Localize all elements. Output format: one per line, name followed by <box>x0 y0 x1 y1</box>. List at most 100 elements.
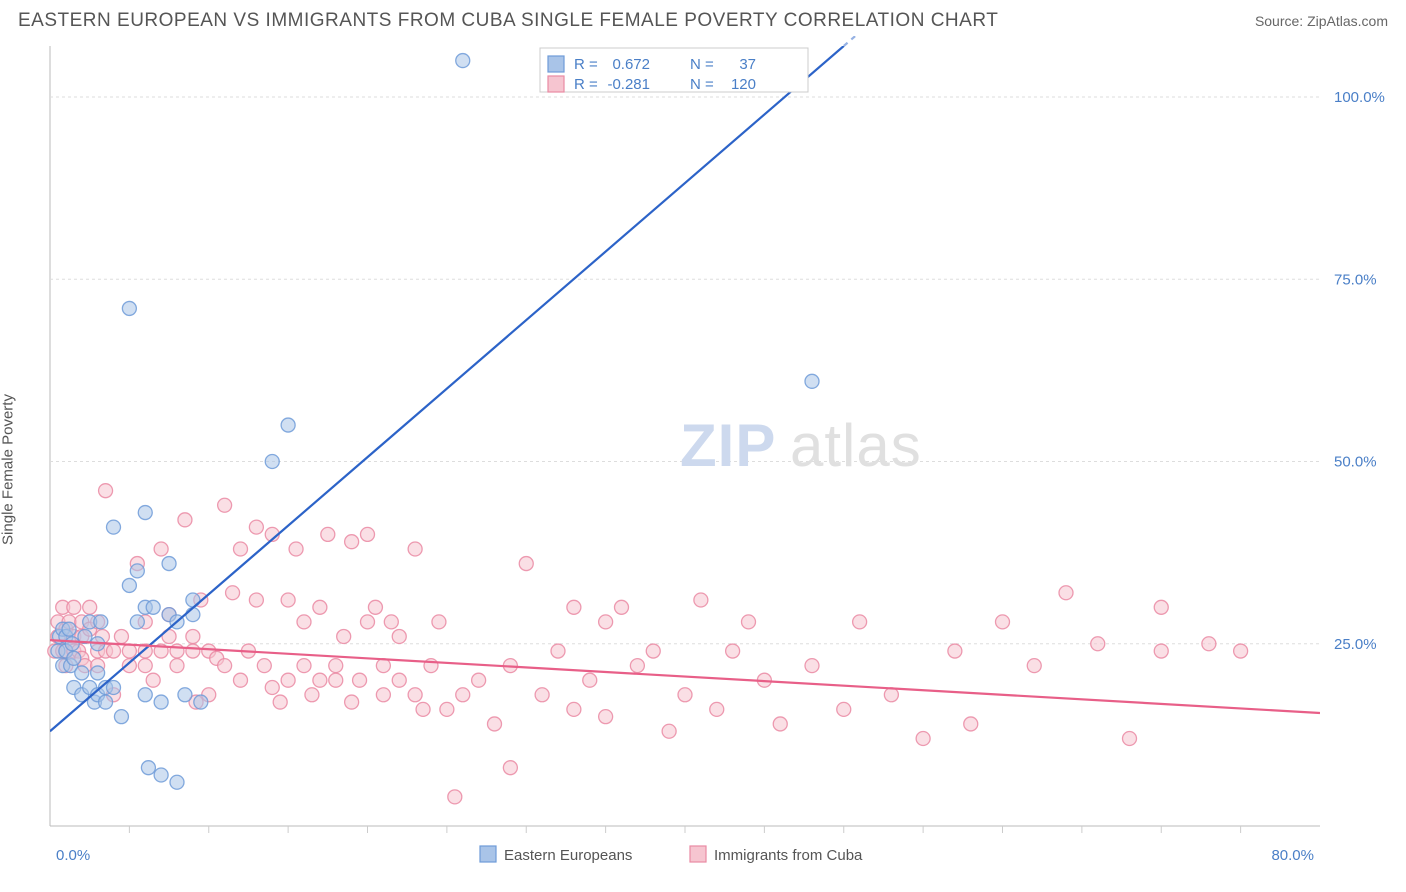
legend-series-label: Eastern Europeans <box>504 847 632 864</box>
data-point <box>646 644 660 658</box>
legend-r-label: R = <box>574 76 598 93</box>
data-point <box>456 688 470 702</box>
data-point <box>551 644 565 658</box>
data-point <box>65 637 79 651</box>
data-point <box>170 659 184 673</box>
data-point <box>154 542 168 556</box>
data-point <box>1154 600 1168 614</box>
data-point <box>1059 586 1073 600</box>
data-point <box>273 695 287 709</box>
data-point <box>313 600 327 614</box>
data-point <box>138 506 152 520</box>
data-point <box>107 520 121 534</box>
legend-swatch <box>548 56 564 72</box>
data-point <box>289 542 303 556</box>
data-point <box>392 673 406 687</box>
data-point <box>114 629 128 643</box>
data-point <box>75 666 89 680</box>
y-tick-label: 50.0% <box>1334 454 1377 471</box>
data-point <box>99 695 113 709</box>
data-point <box>305 688 319 702</box>
watermark: atlas <box>790 412 922 479</box>
data-point <box>178 688 192 702</box>
data-point <box>146 673 160 687</box>
data-point <box>122 578 136 592</box>
legend-swatch <box>548 76 564 92</box>
data-point <box>91 666 105 680</box>
x-tick-label: 80.0% <box>1271 847 1314 864</box>
data-point <box>194 695 208 709</box>
data-point <box>122 644 136 658</box>
data-point <box>154 695 168 709</box>
chart-title: EASTERN EUROPEAN VS IMMIGRANTS FROM CUBA… <box>18 10 998 32</box>
data-point <box>138 659 152 673</box>
data-point <box>710 702 724 716</box>
data-point <box>996 615 1010 629</box>
data-point <box>114 710 128 724</box>
data-point <box>321 527 335 541</box>
y-tick-label: 100.0% <box>1334 89 1385 106</box>
data-point <box>599 710 613 724</box>
data-point <box>218 659 232 673</box>
legend-r-value: -0.281 <box>607 76 650 93</box>
data-point <box>615 600 629 614</box>
data-point <box>170 775 184 789</box>
data-point <box>67 651 81 665</box>
data-point <box>408 542 422 556</box>
data-point <box>94 615 108 629</box>
data-point <box>154 768 168 782</box>
y-tick-label: 25.0% <box>1334 636 1377 653</box>
data-point <box>583 673 597 687</box>
legend-n-value: 120 <box>731 76 756 93</box>
data-point <box>234 673 248 687</box>
data-point <box>281 593 295 607</box>
data-point <box>1091 637 1105 651</box>
data-point <box>1154 644 1168 658</box>
data-point <box>226 586 240 600</box>
data-point <box>361 527 375 541</box>
data-point <box>345 535 359 549</box>
chart-source: Source: ZipAtlas.com <box>1255 13 1388 29</box>
scatter-chart: 25.0%50.0%75.0%100.0%0.0%80.0%ZIPatlasR … <box>0 36 1406 886</box>
data-point <box>67 600 81 614</box>
data-point <box>630 659 644 673</box>
data-point <box>503 761 517 775</box>
data-point <box>107 644 121 658</box>
data-point <box>141 761 155 775</box>
data-point <box>837 702 851 716</box>
data-point <box>361 615 375 629</box>
data-point <box>178 513 192 527</box>
data-point <box>130 615 144 629</box>
data-point <box>376 688 390 702</box>
data-point <box>297 659 311 673</box>
data-point <box>186 608 200 622</box>
data-point <box>884 688 898 702</box>
data-point <box>62 622 76 636</box>
x-tick-label: 0.0% <box>56 847 90 864</box>
data-point <box>440 702 454 716</box>
data-point <box>678 688 692 702</box>
data-point <box>432 615 446 629</box>
data-point <box>472 673 486 687</box>
data-point <box>488 717 502 731</box>
data-point <box>99 484 113 498</box>
legend-r-label: R = <box>574 56 598 73</box>
data-point <box>599 615 613 629</box>
data-point <box>297 615 311 629</box>
data-point <box>694 593 708 607</box>
data-point <box>265 680 279 694</box>
data-point <box>329 659 343 673</box>
y-axis-label: Single Female Poverty <box>0 394 17 545</box>
data-point <box>376 659 390 673</box>
data-point <box>384 615 398 629</box>
y-tick-label: 75.0% <box>1334 271 1377 288</box>
legend-n-label: N = <box>690 76 714 93</box>
data-point <box>329 673 343 687</box>
data-point <box>146 600 160 614</box>
data-point <box>107 680 121 694</box>
data-point <box>130 564 144 578</box>
data-point <box>1202 637 1216 651</box>
data-point <box>853 615 867 629</box>
data-point <box>281 673 295 687</box>
chart-header: EASTERN EUROPEAN VS IMMIGRANTS FROM CUBA… <box>0 0 1406 36</box>
